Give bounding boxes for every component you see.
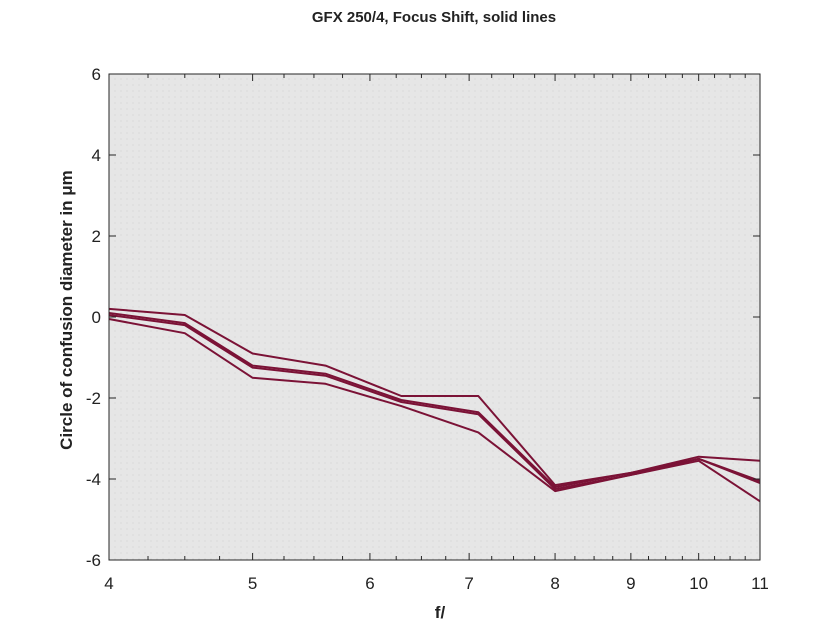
y-tick-label: 2 xyxy=(92,227,101,246)
x-tick-label: 9 xyxy=(626,574,635,593)
y-tick-label: 0 xyxy=(92,308,101,327)
x-axis-label: f/ xyxy=(435,603,446,622)
x-tick-label: 6 xyxy=(365,574,374,593)
y-tick-label: 6 xyxy=(92,65,101,84)
series-layer xyxy=(108,307,761,503)
plot-dot-texture xyxy=(109,74,760,560)
x-tick-label: 4 xyxy=(104,574,113,593)
series-line-1 xyxy=(108,307,761,487)
chart-title: GFX 250/4, Focus Shift, solid lines xyxy=(312,9,556,26)
x-tick-label: 7 xyxy=(464,574,473,593)
x-tick-label: 11 xyxy=(751,574,769,593)
x-tick-label: 8 xyxy=(550,574,559,593)
y-tick-label: -2 xyxy=(86,389,101,408)
tick-layer: -6 -4 -2 0 2 4 6 4 5 6 7 8 9 10 11 xyxy=(86,65,769,593)
x-tick-label: 5 xyxy=(248,574,257,593)
series-line-4 xyxy=(108,318,761,503)
y-tick-label: -4 xyxy=(86,470,101,489)
x-tick-label: 10 xyxy=(689,574,708,593)
y-tick-label: 4 xyxy=(92,146,101,165)
y-tick-label: -6 xyxy=(86,551,101,570)
plot-area xyxy=(109,74,760,560)
y-axis-label: Circle of confusion diameter in μm xyxy=(57,170,76,450)
